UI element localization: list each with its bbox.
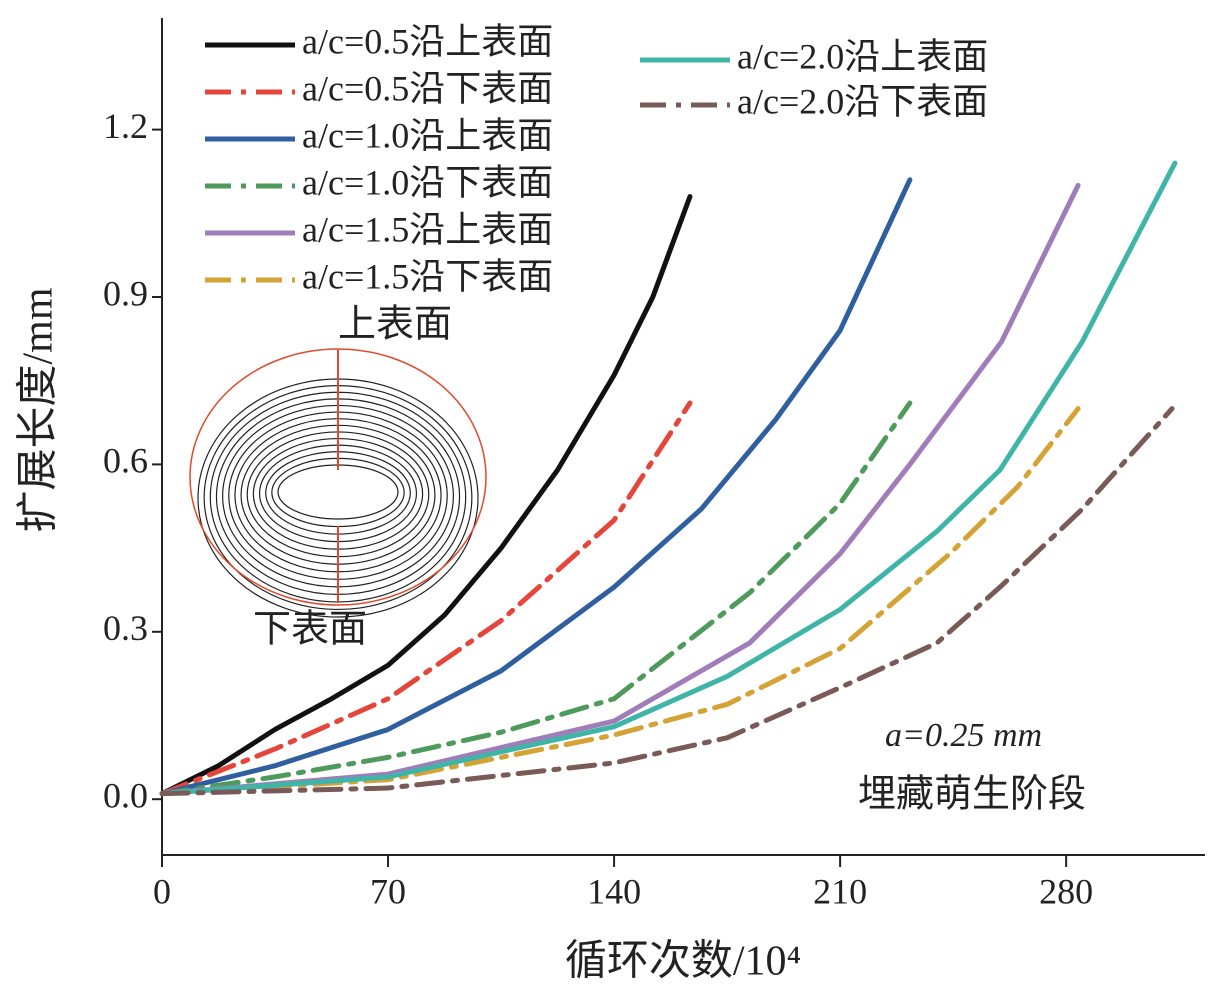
series-line <box>159 406 1175 797</box>
x-tick-label: 70 <box>370 871 406 911</box>
legend-label: a/c=1.5沿下表面 <box>302 256 553 296</box>
series-line <box>159 400 913 797</box>
inset-label: 上表面 <box>338 304 452 346</box>
x-tick-label: 210 <box>813 871 867 911</box>
x-tick-label: 140 <box>587 871 641 911</box>
x-tick-label: 280 <box>1039 871 1093 911</box>
legend-label: a/c=0.5沿下表面 <box>302 68 553 108</box>
y-axis-label: 扩展长度/mm <box>16 287 62 532</box>
series-line <box>159 194 693 797</box>
y-tick-label: 0.9 <box>103 273 148 313</box>
series-line <box>159 177 913 797</box>
outer-boundary <box>189 348 487 606</box>
y-tick-label: 1.2 <box>103 106 148 146</box>
series-line <box>159 182 1081 797</box>
inset-diagram <box>189 348 487 618</box>
legend-label: a/c=2.0沿下表面 <box>737 81 988 121</box>
annotation: 埋藏萌生阶段 <box>858 774 1086 816</box>
contour <box>277 464 399 520</box>
legend-label: a/c=2.0沿上表面 <box>737 36 988 76</box>
legend-label: a/c=1.0沿下表面 <box>302 162 553 202</box>
series-line <box>159 160 1178 797</box>
legend-label: a/c=1.5沿上表面 <box>302 209 553 249</box>
y-tick-label: 0.6 <box>103 441 148 481</box>
legend-label: a/c=1.0沿上表面 <box>302 115 553 155</box>
series-line <box>159 400 693 797</box>
x-axis-label: 循环次数/10⁴ <box>565 939 801 985</box>
y-tick-label: 0.0 <box>103 775 148 815</box>
legend-label: a/c=0.5沿上表面 <box>302 21 553 61</box>
annotation: a=0.25 mm <box>885 717 1042 754</box>
series-line <box>159 406 1081 797</box>
inset-label: 下表面 <box>253 609 367 651</box>
y-tick-label: 0.3 <box>103 608 148 648</box>
x-tick-label: 0 <box>153 871 171 911</box>
